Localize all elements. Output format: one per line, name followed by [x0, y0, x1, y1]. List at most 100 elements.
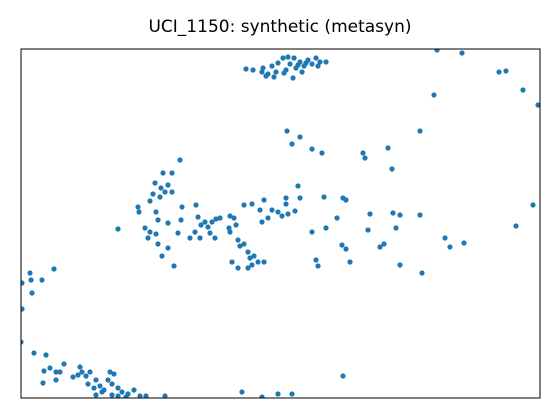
point [77, 364, 83, 370]
point [115, 393, 121, 398]
point [155, 241, 161, 247]
point [107, 369, 113, 375]
point [260, 65, 266, 71]
point [319, 150, 325, 156]
point [530, 202, 536, 208]
point [275, 391, 281, 397]
point [41, 368, 47, 374]
point [177, 157, 183, 163]
point [135, 204, 141, 210]
point [115, 226, 121, 232]
point [27, 270, 33, 276]
point [365, 227, 371, 233]
point [417, 212, 423, 218]
point [47, 365, 53, 371]
point [339, 242, 345, 248]
point [447, 244, 453, 250]
point [245, 265, 251, 271]
point [39, 277, 45, 283]
point [245, 249, 251, 255]
point [249, 201, 255, 207]
point [299, 69, 305, 75]
point [273, 69, 279, 75]
point [229, 259, 235, 265]
point [417, 128, 423, 134]
point [239, 389, 245, 395]
point [160, 170, 166, 176]
point [313, 257, 319, 263]
point [279, 213, 285, 219]
point [147, 229, 153, 235]
point [385, 145, 391, 151]
point [147, 198, 153, 204]
point [317, 59, 323, 65]
point [83, 373, 89, 379]
point [241, 241, 247, 247]
point [109, 381, 115, 387]
point [145, 235, 151, 241]
point [150, 191, 156, 197]
point [192, 229, 198, 235]
point [295, 62, 301, 68]
point [227, 213, 233, 219]
point [313, 55, 319, 61]
point [21, 280, 25, 286]
point [283, 201, 289, 207]
point [227, 229, 233, 235]
point [503, 68, 509, 74]
point [21, 339, 24, 345]
point [162, 393, 168, 398]
point [91, 385, 97, 391]
point [193, 202, 199, 208]
point [202, 219, 208, 225]
point [271, 74, 277, 80]
point [61, 361, 67, 367]
plot-area [21, 49, 540, 398]
point [97, 383, 103, 389]
point [165, 220, 171, 226]
point [265, 215, 271, 221]
point [243, 66, 249, 72]
point [143, 393, 149, 398]
point [207, 230, 213, 236]
point [119, 389, 125, 395]
point [155, 217, 161, 223]
point [431, 92, 437, 98]
point [315, 63, 321, 69]
point [31, 350, 37, 356]
point [123, 394, 129, 398]
point [75, 372, 81, 378]
point [390, 210, 396, 216]
point [111, 371, 117, 377]
point [343, 197, 349, 203]
chart-title: UCI_1150: synthetic (metasyn) [148, 17, 411, 37]
point [175, 230, 181, 236]
point [109, 392, 115, 398]
point [291, 55, 297, 61]
point [29, 290, 35, 296]
point [85, 381, 91, 387]
point [269, 207, 275, 213]
point [99, 389, 105, 395]
point [237, 243, 243, 249]
point [459, 50, 465, 56]
point [250, 67, 256, 73]
point [269, 63, 275, 69]
point [292, 208, 298, 214]
point [535, 102, 540, 108]
point [257, 207, 263, 213]
point [169, 189, 175, 195]
point [285, 54, 291, 60]
point [157, 194, 163, 200]
point [212, 235, 218, 241]
point [209, 219, 215, 225]
point [261, 259, 267, 265]
point [284, 128, 290, 134]
point [247, 255, 253, 261]
point [231, 215, 237, 221]
point [251, 253, 257, 259]
point [323, 225, 329, 231]
point [297, 195, 303, 201]
